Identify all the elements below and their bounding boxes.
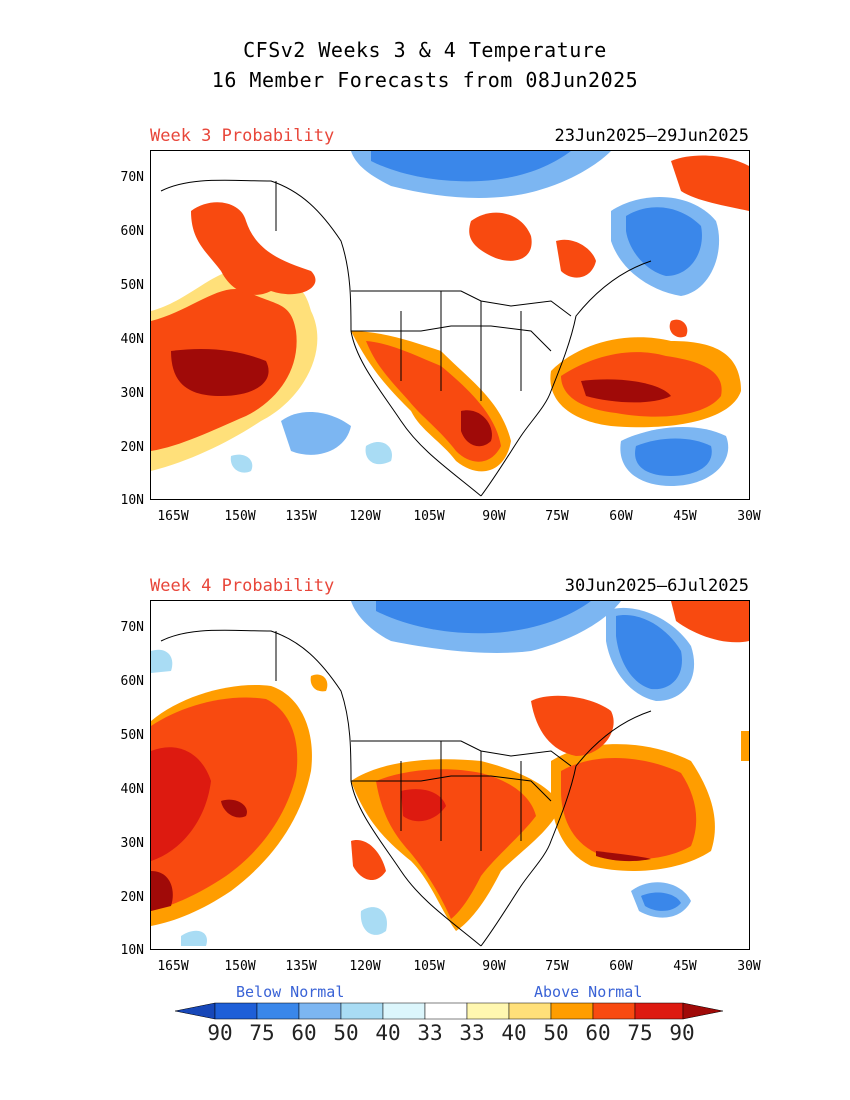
title-line-1: CFSv2 Weeks 3 & 4 Temperature — [243, 38, 607, 62]
above-normal-label: Above Normal — [534, 983, 643, 1001]
above-40-swatch — [466, 1002, 510, 1020]
legend-tick: 60 — [585, 1021, 611, 1045]
week4-lat-tick: 10N — [120, 943, 144, 958]
below-40-swatch — [382, 1002, 426, 1020]
week4-lat-tick: 40N — [120, 782, 144, 797]
week3-lon-tick: 135W — [285, 509, 317, 524]
week3-lon-tick: 75W — [545, 509, 569, 524]
week4-lon-tick: 165W — [157, 959, 189, 974]
below-90-swatch — [214, 1002, 258, 1020]
week3-lon-tick: 60W — [609, 509, 633, 524]
week4-lon-tick: 75W — [545, 959, 569, 974]
above-extreme-arrow — [682, 1002, 724, 1020]
color-scale-bar — [175, 1002, 724, 1020]
legend-tick: 33 — [459, 1021, 485, 1045]
below-60-swatch — [298, 1002, 342, 1020]
legend-tick: 50 — [543, 1021, 569, 1045]
above-60-swatch — [550, 1002, 594, 1020]
week3-lat-tick: 50N — [120, 278, 144, 293]
week3-lat-tick: 40N — [120, 332, 144, 347]
week3-dates: 23Jun2025—29Jun2025 — [554, 126, 749, 146]
week4-label: Week 4 Probability — [150, 576, 335, 596]
week4-coastlines — [160, 629, 652, 947]
week3-map — [150, 150, 750, 500]
week3-lon-tick: 90W — [482, 509, 506, 524]
week4-lon-tick: 120W — [349, 959, 381, 974]
week3-lon-tick: 105W — [413, 509, 445, 524]
week3-lat-tick: 10N — [120, 493, 144, 508]
week4-cool-anomalies — [151, 601, 695, 946]
week3-lon-tick: 30W — [737, 509, 761, 524]
week4-lat-tick: 70N — [120, 620, 144, 635]
week4-lon-tick: 30W — [737, 959, 761, 974]
below-75-swatch — [256, 1002, 300, 1020]
legend-tick: 50 — [333, 1021, 359, 1045]
week4-lat-tick: 30N — [120, 836, 144, 851]
week3-lon-tick: 45W — [673, 509, 697, 524]
legend-tick: 75 — [627, 1021, 653, 1045]
legend-tick: 75 — [249, 1021, 275, 1045]
week3-lat-tick: 70N — [120, 170, 144, 185]
above-50-swatch — [508, 1002, 552, 1020]
week4-lon-tick: 60W — [609, 959, 633, 974]
week3-label: Week 3 Probability — [150, 126, 335, 146]
week3-lon-tick: 150W — [224, 509, 256, 524]
week4-lon-tick: 135W — [285, 959, 317, 974]
week4-lat-tick: 60N — [120, 674, 144, 689]
week3-lon-tick: 165W — [157, 509, 189, 524]
week3-coastlines — [160, 179, 652, 497]
week4-warm-anomalies — [151, 601, 749, 931]
legend-tick: 33 — [417, 1021, 443, 1045]
week3-lat-tick: 20N — [120, 440, 144, 455]
week3-lat-tick: 60N — [120, 224, 144, 239]
week3-lon-tick: 120W — [349, 509, 381, 524]
near-normal-swatch — [424, 1002, 468, 1020]
week4-lon-tick: 105W — [413, 959, 445, 974]
week4-lat-tick: 20N — [120, 890, 144, 905]
legend-tick: 90 — [669, 1021, 695, 1045]
week3-warm-anomalies — [151, 155, 749, 472]
above-90-swatch — [634, 1002, 684, 1020]
below-normal-label: Below Normal — [236, 983, 345, 1001]
week4-lon-tick: 150W — [224, 959, 256, 974]
legend-tick: 60 — [291, 1021, 317, 1045]
above-75-swatch — [592, 1002, 636, 1020]
week3-lat-tick: 30N — [120, 386, 144, 401]
legend-tick: 40 — [501, 1021, 527, 1045]
week4-lon-tick: 90W — [482, 959, 506, 974]
week4-dates: 30Jun2025—6Jul2025 — [564, 576, 749, 596]
title-line-2: 16 Member Forecasts from 08Jun2025 — [211, 68, 639, 92]
week3-cool-anomalies — [230, 151, 729, 486]
week4-map — [150, 600, 750, 950]
week4-lat-tick: 50N — [120, 728, 144, 743]
legend-tick: 40 — [375, 1021, 401, 1045]
below-extreme-arrow — [175, 1002, 216, 1020]
legend-tick: 90 — [207, 1021, 233, 1045]
week4-lon-tick: 45W — [673, 959, 697, 974]
below-50-swatch — [340, 1002, 384, 1020]
